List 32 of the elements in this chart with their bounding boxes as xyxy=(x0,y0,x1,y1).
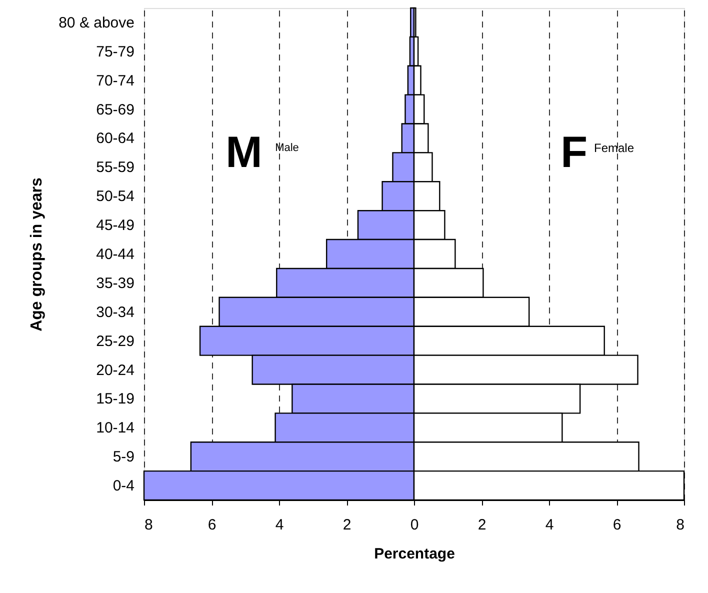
y-tick-label: 10-14 xyxy=(96,420,134,437)
y-tick-label: 5-9 xyxy=(112,448,134,466)
y-tick-label: 30-34 xyxy=(96,304,134,321)
y-tick-label: 55-59 xyxy=(96,159,134,176)
annotation: F xyxy=(560,128,588,177)
x-tick-label: 4 xyxy=(275,516,284,534)
y-tick-label: 65-69 xyxy=(96,101,134,118)
y-tick-label: 0-4 xyxy=(112,478,134,495)
y-tick-label: 45-49 xyxy=(96,217,134,234)
y-tick-label: 15-19 xyxy=(96,390,134,408)
y-tick-label: 50-54 xyxy=(96,188,134,206)
y-tick-label: 20-24 xyxy=(96,362,134,379)
x-tick-label: 0 xyxy=(410,516,419,534)
y-tick-label: 25-29 xyxy=(96,332,134,350)
y-axis-title: Age groups in years xyxy=(28,177,46,332)
y-tick-label: 35-39 xyxy=(96,274,134,292)
y-tick-label: 70-74 xyxy=(96,72,134,90)
x-tick-label: 4 xyxy=(545,516,554,534)
annotation: M xyxy=(226,128,262,177)
x-tick-label: 8 xyxy=(144,516,153,534)
annotation: Female xyxy=(594,141,634,155)
y-tick-label: 75-79 xyxy=(96,43,134,60)
x-tick-label: 8 xyxy=(676,516,684,534)
x-tick-label: 6 xyxy=(612,516,622,534)
annotation: Male xyxy=(275,142,299,154)
x-tick-label: 2 xyxy=(342,516,352,534)
x-axis-title: Percentage xyxy=(374,546,455,562)
y-tick-label: 60-64 xyxy=(96,130,134,148)
x-tick-label: 2 xyxy=(478,516,486,534)
y-tick-label: 80 & above xyxy=(58,14,134,32)
x-tick-label: 6 xyxy=(208,516,216,534)
y-tick-label: 40-44 xyxy=(96,246,134,263)
